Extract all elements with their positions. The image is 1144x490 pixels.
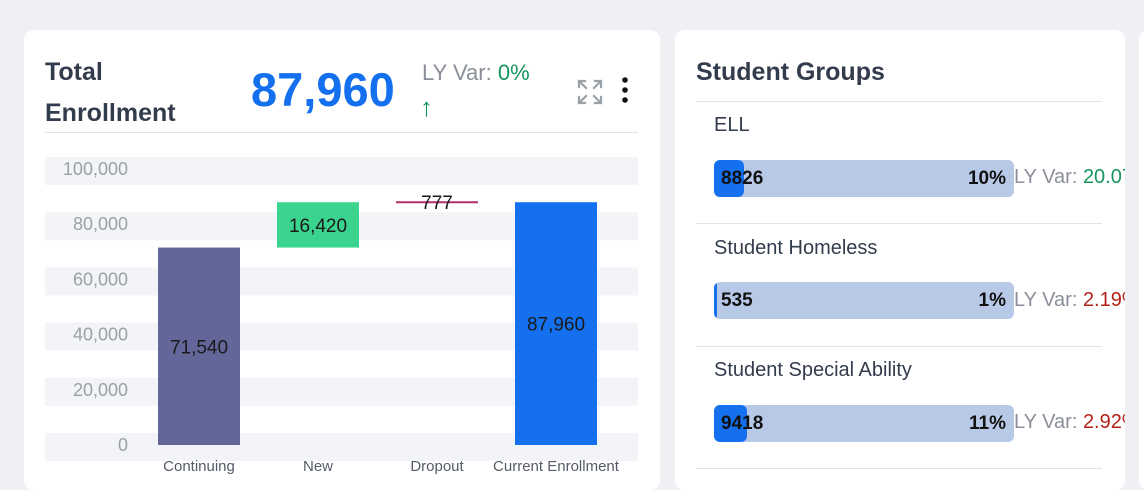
waterfall-chart: 100,000 80,000 60,000 40,000 20,000 0 71,540 Co… (45, 157, 638, 475)
enrollment-title: Total Enrollment (45, 58, 176, 127)
group-count: 9418 (721, 413, 764, 434)
ly-var-value: 0% (497, 60, 530, 85)
group-label-ell: ELL (714, 114, 750, 136)
data-label: 16,420 (289, 216, 347, 237)
group-bar-special-ability: 9418 11% (714, 405, 1014, 442)
data-label: 87,960 (527, 315, 585, 336)
grid-band (45, 157, 638, 185)
next-card-edge (1139, 30, 1144, 490)
y-tick-label: 80,000 (73, 214, 128, 234)
group-label-special-ability: Student Special Ability (714, 359, 912, 381)
waterfall-bar (158, 247, 240, 445)
header-divider (45, 132, 638, 133)
groups-divider (696, 101, 1102, 102)
group-bar-homeless: 535 1% (714, 282, 1014, 319)
group-percent: 11% (969, 413, 1006, 434)
group-bar-fill (714, 405, 747, 442)
group-ly-label: LY Var: (1014, 166, 1078, 188)
group-bar-fill (714, 282, 717, 319)
group-ly-label: LY Var: (1014, 411, 1078, 433)
group-bar-fill (714, 160, 744, 197)
group-ly-label: LY Var: (1014, 289, 1078, 311)
group-ly-var: LY Var: 2.19% (1014, 289, 1125, 312)
group-bar-ell: 8826 10% (714, 160, 1014, 197)
group-ly-value: 2.19% (1082, 289, 1125, 311)
group-ly-value: 20.07 (1082, 166, 1125, 188)
group-label-homeless: Student Homeless (714, 237, 878, 259)
groups-divider (696, 468, 1102, 469)
total-enrollment-card: Total Enrollment 87,960 LY Var: 0% ↑ 100… (24, 30, 660, 490)
group-count: 8826 (721, 168, 764, 189)
data-label: 777 (421, 193, 453, 214)
x-tick-label: New (303, 458, 333, 475)
waterfall-bar (515, 202, 597, 445)
x-tick-label: Current Enrollment (493, 458, 620, 475)
group-count: 535 (721, 290, 753, 311)
more-vertical-icon[interactable] (615, 76, 635, 104)
waterfall-bar (277, 202, 359, 248)
enrollment-total: 87,960 (251, 63, 395, 116)
x-tick-label: Dropout (410, 458, 464, 475)
student-groups-card: Student Groups ELL 8826 10% LY Var: 20.0… (675, 30, 1125, 490)
y-tick-label: 0 (118, 435, 128, 455)
group-ly-value: 2.92% (1082, 411, 1125, 433)
data-label: 71,540 (170, 337, 228, 358)
group-percent: 1% (978, 290, 1006, 311)
student-groups-title: Student Groups (696, 58, 885, 86)
expand-icon[interactable] (576, 78, 604, 106)
y-tick-label: 20,000 (73, 380, 128, 400)
x-tick-label: Continuing (163, 458, 235, 475)
ly-var: LY Var: 0% (422, 60, 530, 86)
groups-divider (696, 223, 1102, 224)
y-tick-label: 40,000 (73, 325, 128, 345)
y-tick-label: 100,000 (63, 159, 128, 179)
group-ly-var: LY Var: 20.07 (1014, 166, 1125, 189)
trend-up-icon: ↑ (420, 92, 433, 122)
group-percent: 10% (967, 168, 1006, 189)
ly-var-label: LY Var: (422, 60, 492, 85)
y-tick-label: 60,000 (73, 269, 128, 289)
groups-divider (696, 346, 1102, 347)
group-ly-var: LY Var: 2.92% (1014, 411, 1125, 434)
